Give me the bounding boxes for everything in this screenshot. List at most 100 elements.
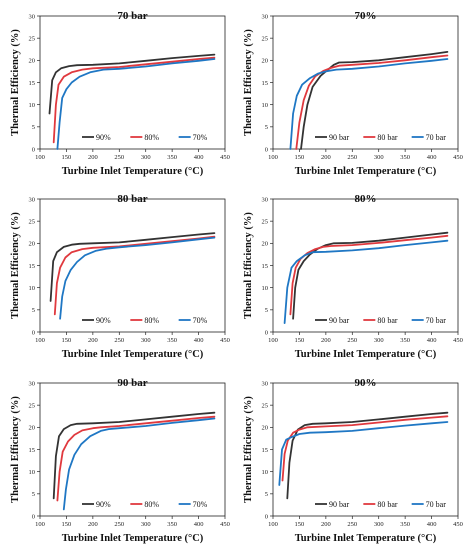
chart-1-y-tick-label: 10 (29, 102, 36, 109)
chart-5-x-tick-label: 350 (167, 521, 177, 528)
chart-6-x-tick-label: 100 (268, 521, 278, 528)
chart-6-x-tick-label: 350 (400, 521, 410, 528)
chart-6-series-1-line (286, 411, 449, 500)
chart-3-x-axis-label: Turbine Inlet Temperature (°C) (62, 349, 204, 360)
chart-2-legend-label: 90 bar (329, 133, 350, 142)
chart-2: 100 150 200 250 300 350 400 450 0 5 10 15 20 25 30 70% T… (243, 10, 463, 177)
chart-6-y-tick-label: 10 (262, 469, 269, 476)
chart-3-series-3-line (59, 236, 216, 320)
chart-6-plot-frame (272, 382, 459, 517)
chart-1-x-tick-label: 450 (220, 154, 230, 161)
chart-3-title: 80 bar (117, 193, 147, 205)
chart-4-x-tick-label: 300 (374, 337, 384, 344)
chart-6-legend-label: 70 bar (426, 500, 447, 509)
chart-4-y-tick-label: 0 (265, 329, 268, 336)
chart-3-x-tick-label: 150 (62, 337, 72, 344)
chart-1-y-tick-label: 15 (29, 80, 36, 87)
chart-1-x-tick-label: 400 (194, 154, 204, 161)
chart-6-y-tick-label: 20 (262, 425, 269, 432)
chart-1-y-tick-label: 0 (32, 146, 35, 153)
chart-3-y-tick-label: 20 (29, 241, 36, 248)
chart-2-y-tick-label: 20 (262, 58, 269, 65)
chart-2-x-tick-label: 200 (321, 154, 331, 161)
chart-1-y-tick-label: 25 (29, 35, 36, 42)
chart-3-x-tick-label: 200 (88, 337, 98, 344)
chart-2-y-axis-label: Thermal Efficiency (%) (243, 29, 254, 136)
chart-6-y-tick-label: 15 (262, 447, 269, 454)
chart-1-series-2-line (52, 56, 216, 144)
chart-4-y-axis-label: Thermal Efficiency (%) (243, 212, 254, 319)
chart-5-series-3-line (62, 417, 216, 511)
chart-2-series-1-line (300, 51, 449, 150)
chart-6-legend-label: 90 bar (329, 500, 350, 509)
chart-5-y-tick-label: 20 (29, 425, 36, 432)
chart-1-x-tick-label: 350 (167, 154, 177, 161)
chart-4-x-tick-label: 150 (295, 337, 305, 344)
chart-1-title: 70 bar (117, 10, 147, 22)
chart-4-x-tick-label: 250 (347, 337, 357, 344)
chart-6-x-tick-label: 400 (427, 521, 437, 528)
chart-4-x-tick-label: 200 (321, 337, 331, 344)
chart-6-x-axis-label: Turbine Inlet Temperature (°C) (295, 533, 437, 544)
chart-5-legend-label: 80% (144, 500, 159, 509)
chart-3-y-tick-label: 0 (32, 329, 35, 336)
chart-4-legend-label: 70 bar (426, 316, 447, 325)
chart-5-series-2-line (56, 415, 216, 502)
chart-3-legend-label: 70% (193, 316, 208, 325)
chart-2-legend-label: 80 bar (377, 133, 398, 142)
chart-1: 100 150 200 250 300 350 400 450 0 5 10 15 20 25 30 70 b… (10, 10, 230, 177)
chart-3-x-tick-label: 250 (114, 337, 124, 344)
chart-6-x-tick-label: 150 (295, 521, 305, 528)
chart-5: 100 150 200 250 300 350 400 450 0 5 10 15 20 25 30 90 b… (10, 377, 230, 544)
chart-5-x-tick-label: 300 (141, 521, 151, 528)
chart-2-x-tick-label: 250 (347, 154, 357, 161)
chart-5-x-tick-label: 450 (220, 521, 230, 528)
chart-3-plot-frame (39, 198, 226, 333)
chart-3: 100 150 200 250 300 350 400 450 0 5 10 15 20 25 30 80 b… (10, 193, 230, 360)
chart-5-x-tick-label: 200 (88, 521, 98, 528)
chart-2-y-tick-label: 30 (262, 13, 269, 20)
chart-2-x-axis-label: Turbine Inlet Temperature (°C) (295, 166, 437, 177)
chart-6-x-tick-label: 450 (453, 521, 463, 528)
chart-5-legend-label: 70% (193, 500, 208, 509)
chart-6-x-tick-label: 200 (321, 521, 331, 528)
chart-5-x-tick-label: 250 (114, 521, 124, 528)
chart-3-series-1-line (49, 232, 216, 302)
chart-2-x-tick-label: 100 (268, 154, 278, 161)
chart-3-y-axis-label: Thermal Efficiency (%) (10, 212, 21, 319)
chart-5-x-tick-label: 100 (35, 521, 45, 528)
chart-3-x-tick-label: 450 (220, 337, 230, 344)
chart-3-x-tick-label: 350 (167, 337, 177, 344)
chart-4-series-2-line (289, 234, 449, 316)
chart-5-y-tick-label: 15 (29, 447, 36, 454)
chart-4-y-tick-label: 25 (262, 218, 269, 225)
chart-3-series-2-line (53, 235, 216, 316)
chart-1-series-3-line (56, 58, 216, 150)
chart-6-title: 90% (355, 377, 377, 389)
chart-1-y-tick-label: 30 (29, 13, 36, 20)
chart-5-series-1-line (52, 411, 216, 500)
chart-3-legend-label: 90% (96, 316, 111, 325)
chart-2-y-tick-label: 25 (262, 35, 269, 42)
chart-1-x-tick-label: 300 (141, 154, 151, 161)
chart-2-x-tick-label: 350 (400, 154, 410, 161)
chart-4-y-tick-label: 15 (262, 263, 269, 270)
chart-5-x-tick-label: 400 (194, 521, 204, 528)
chart-4-y-tick-label: 20 (262, 241, 269, 248)
chart-3-y-tick-label: 5 (32, 307, 35, 314)
chart-4-series-3-line (283, 239, 449, 325)
chart-1-x-axis-label: Turbine Inlet Temperature (°C) (62, 166, 204, 177)
chart-1-x-tick-label: 100 (35, 154, 45, 161)
chart-4-series-1-line (292, 231, 449, 320)
chart-5-y-tick-label: 10 (29, 469, 36, 476)
chart-6-legend-label: 80 bar (377, 500, 398, 509)
chart-1-legend-label: 80% (144, 133, 159, 142)
chart-4-x-tick-label: 400 (427, 337, 437, 344)
chart-6: 100 150 200 250 300 350 400 450 0 5 10 15 20 25 30 90% T… (243, 377, 463, 544)
chart-6-y-axis-label: Thermal Efficiency (%) (243, 396, 254, 503)
chart-5-y-tick-label: 5 (32, 491, 35, 498)
chart-1-legend-label: 90% (96, 133, 111, 142)
chart-4-y-tick-label: 5 (265, 307, 268, 314)
chart-2-y-tick-label: 5 (265, 124, 268, 131)
chart-4-x-axis-label: Turbine Inlet Temperature (°C) (295, 349, 437, 360)
